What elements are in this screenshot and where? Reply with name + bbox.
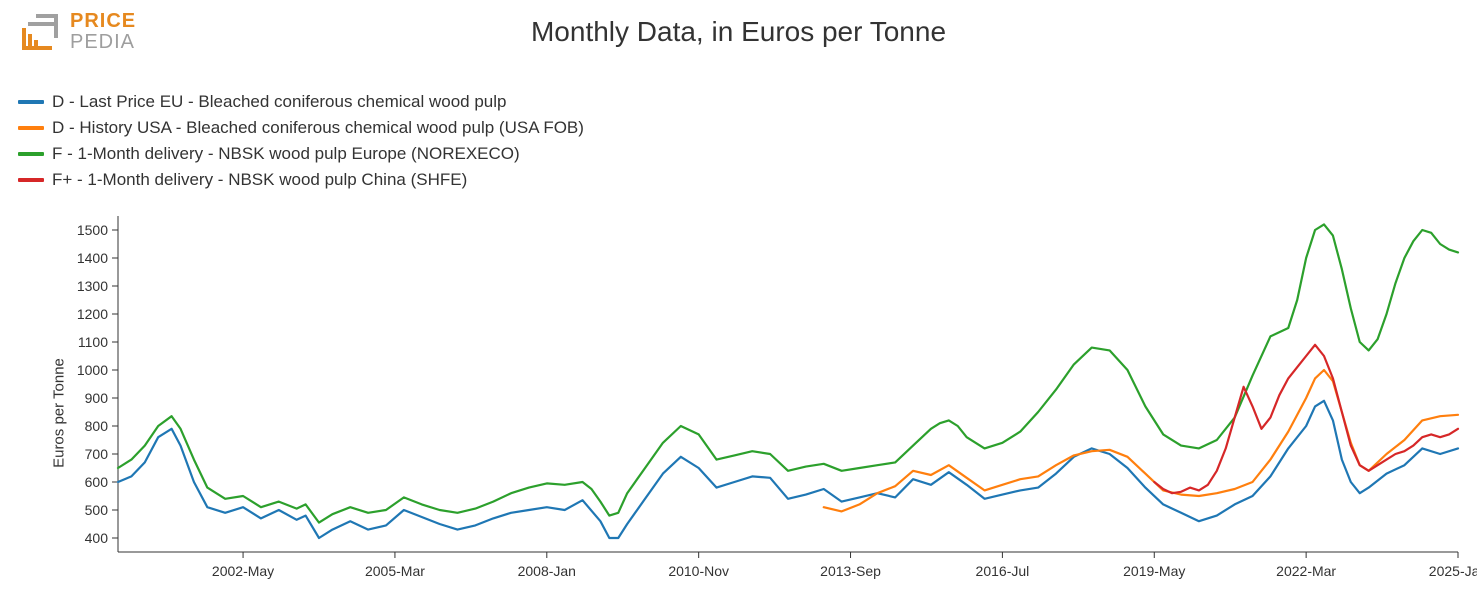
legend-item[interactable]: F+ - 1-Month delivery - NBSK wood pulp C… — [18, 170, 584, 190]
chart-area: Euros per Tonne 400 500 600 700 800 900 1000 11… — [0, 210, 1477, 615]
legend-swatch — [18, 152, 44, 156]
y-axis-label: Euros per Tonne — [50, 358, 67, 468]
svg-text:500: 500 — [85, 502, 109, 518]
legend-label: F+ - 1-Month delivery - NBSK wood pulp C… — [52, 170, 467, 190]
legend-label: D - Last Price EU - Bleached coniferous … — [52, 92, 507, 112]
svg-text:2008-Jan: 2008-Jan — [518, 563, 576, 579]
svg-text:1500: 1500 — [77, 222, 108, 238]
svg-text:2016-Jul: 2016-Jul — [976, 563, 1030, 579]
svg-text:700: 700 — [85, 446, 109, 462]
legend-label: F - 1-Month delivery - NBSK wood pulp Eu… — [52, 144, 520, 164]
legend-item[interactable]: F - 1-Month delivery - NBSK wood pulp Eu… — [18, 144, 584, 164]
svg-text:2022-Mar: 2022-Mar — [1276, 563, 1336, 579]
svg-text:1400: 1400 — [77, 250, 108, 266]
svg-text:1000: 1000 — [77, 362, 108, 378]
svg-text:2005-Mar: 2005-Mar — [365, 563, 425, 579]
legend-swatch — [18, 178, 44, 182]
svg-text:1100: 1100 — [78, 334, 108, 350]
series-s3 — [1154, 345, 1458, 493]
chart-title: Monthly Data, in Euros per Tonne — [0, 16, 1477, 48]
legend-swatch — [18, 126, 44, 130]
legend-label: D - History USA - Bleached coniferous ch… — [52, 118, 584, 138]
svg-text:1200: 1200 — [77, 306, 108, 322]
svg-text:2019-May: 2019-May — [1123, 563, 1185, 579]
svg-text:600: 600 — [85, 474, 109, 490]
legend-item[interactable]: D - History USA - Bleached coniferous ch… — [18, 118, 584, 138]
legend-item[interactable]: D - Last Price EU - Bleached coniferous … — [18, 92, 584, 112]
svg-text:2002-May: 2002-May — [212, 563, 274, 579]
svg-text:400: 400 — [85, 530, 109, 546]
chart-container: PRICE PEDIA Monthly Data, in Euros per T… — [0, 0, 1477, 615]
svg-text:2025-Jan: 2025-Jan — [1429, 563, 1477, 579]
svg-text:900: 900 — [85, 390, 109, 406]
svg-text:2010-Nov: 2010-Nov — [668, 563, 729, 579]
legend-swatch — [18, 100, 44, 104]
svg-text:800: 800 — [85, 418, 109, 434]
svg-text:1300: 1300 — [77, 278, 108, 294]
legend: D - Last Price EU - Bleached coniferous … — [18, 92, 584, 196]
line-chart: 400 500 600 700 800 900 1000 1100 1200 1300 1400 15… — [0, 210, 1477, 615]
svg-text:2013-Sep: 2013-Sep — [820, 563, 881, 579]
